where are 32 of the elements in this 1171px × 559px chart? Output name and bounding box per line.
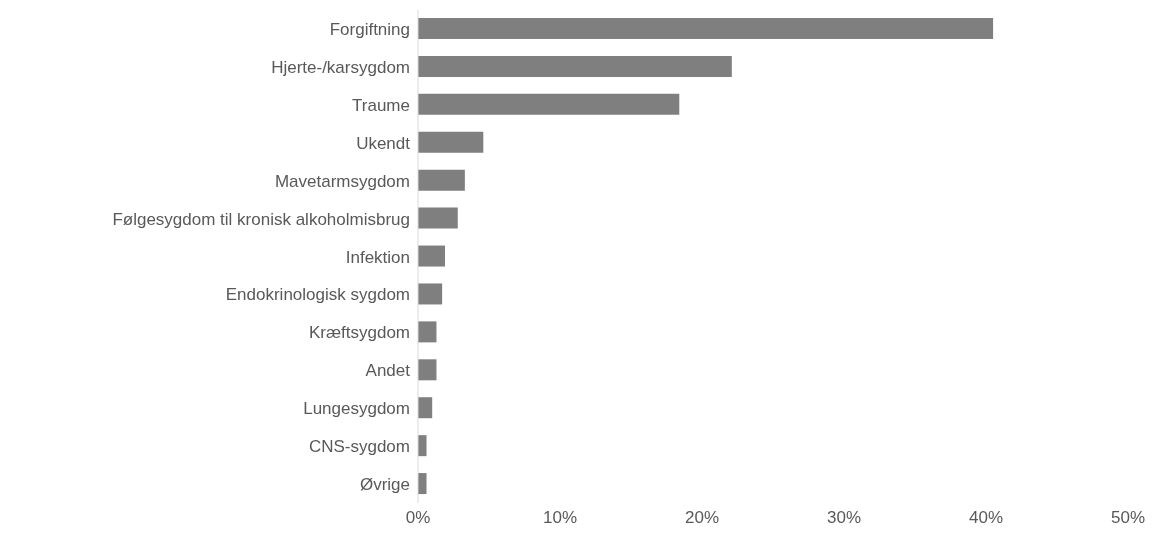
bar: [418, 283, 443, 305]
y-tick-label: Traume: [352, 95, 410, 115]
bar: [418, 131, 484, 153]
bar: [418, 397, 433, 419]
bar: [418, 55, 732, 77]
x-tick-label: 50%: [1110, 508, 1146, 528]
y-tick-label: Følgesygdom til kronisk alkoholmisbrug: [112, 209, 410, 229]
bar: [418, 18, 994, 39]
y-tick-label: Forgiftning: [329, 20, 410, 39]
bar: [418, 321, 437, 343]
y-tick-label: Mavetarmsygdom: [274, 171, 410, 191]
y-tick-label: Øvrige: [359, 475, 410, 495]
y-tick-label: Lungesygdom: [303, 399, 410, 419]
x-tick-label: 20%: [684, 508, 720, 528]
bar: [418, 245, 445, 267]
y-tick-label: Endokrinologisk sygdom: [225, 285, 410, 305]
y-tick-label: Infektion: [345, 247, 410, 267]
x-tick-label: 30%: [826, 508, 862, 528]
y-tick-label: Hjerte-/karsygdom: [271, 57, 410, 77]
x-tick-label: 40%: [968, 508, 1004, 528]
y-tick-label: Ukendt: [356, 133, 411, 153]
bar: [418, 93, 680, 115]
bar: [418, 473, 427, 495]
bar: [418, 435, 427, 457]
bar: [418, 169, 465, 191]
bar: [418, 359, 437, 381]
x-tick-label: 0%: [405, 508, 431, 528]
y-tick-label: Kræftsygdom: [308, 323, 410, 343]
x-tick-label: 10%: [542, 508, 578, 528]
bar: [418, 207, 458, 229]
y-tick-label: Andet: [365, 361, 411, 381]
y-tick-label: CNS-sygdom: [308, 437, 410, 457]
